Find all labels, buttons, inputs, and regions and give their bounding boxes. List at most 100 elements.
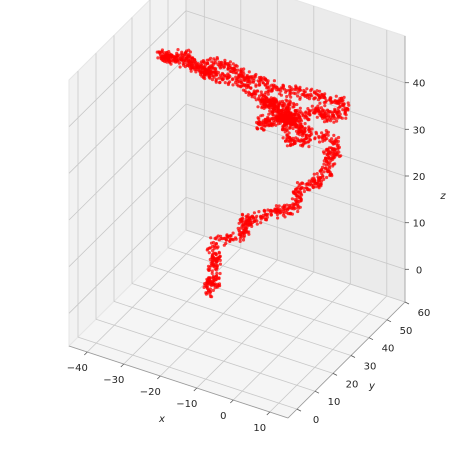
walk-point [263,100,267,104]
walk-point [309,88,313,93]
z-gridline-back [185,196,406,270]
walk-point [249,92,253,96]
walk-point [290,212,294,216]
walk-point [336,139,340,143]
walk-point [322,162,326,166]
walk-point [333,117,337,121]
walk-point [293,109,298,113]
walk-point [238,75,242,79]
walk-point [324,166,328,170]
walk-point [288,212,292,216]
walk-point [298,109,302,113]
walk-point [215,276,219,280]
z-gridline-back [185,10,406,84]
walk-point [202,61,207,65]
walk-point [279,89,283,93]
walk-point [329,110,333,114]
walk-point [221,77,225,81]
walk-point [286,115,290,119]
walk-point [213,263,217,267]
walk-point [285,203,289,207]
walk-point [210,66,214,71]
z-gridline-back [185,150,406,224]
walk-point [297,183,301,188]
walk-point [241,213,245,217]
random-walk-points [155,48,351,299]
walk-point [223,81,227,85]
walk-point [302,186,306,190]
walk-point [280,108,284,112]
gridlines [68,0,406,419]
walk-point [297,190,301,195]
walk-point [161,58,166,63]
walk-point [284,125,289,129]
walk-point [233,80,238,85]
walk-point [188,58,192,62]
x-tick-mark [157,375,161,380]
walk-point [333,147,337,151]
walk-point [317,111,321,116]
walk-point [247,90,251,94]
walk-point [295,181,300,185]
walk-point [180,52,184,56]
walk-point [318,101,322,105]
walk-point [259,121,263,125]
x-tick-label: −30 [103,375,124,386]
walk-point [178,65,182,69]
walk-point [235,64,239,68]
walk-point [342,95,346,99]
walk-point [274,114,278,118]
x-tick-label: 0 [220,411,226,422]
walk-point [199,62,203,66]
walk-point [333,99,337,103]
walk-point [303,126,307,130]
walk-point [196,67,200,72]
x-tick-label: −40 [67,363,88,374]
x-tick-mark [84,351,88,356]
walk-point [216,70,220,75]
walk-point [212,251,216,255]
walk-point [155,50,159,54]
walk-point [247,232,251,236]
y-tick-mark [314,390,320,394]
walk-point [316,182,320,186]
walk-point [264,213,268,217]
walk-point [314,185,318,189]
walk-point [320,131,324,135]
y-gridline-floor [113,301,334,374]
walk-point [268,117,272,121]
z-gridline-left [68,150,187,267]
x-gridline-floor [196,271,315,389]
walk-point [211,261,215,265]
walk-point [336,106,340,110]
walk-point [317,186,321,190]
walk-point [271,116,275,121]
walk-point [309,183,314,187]
walk-point [308,113,312,117]
walk-point [283,102,287,106]
walk-point [323,92,327,96]
x-axis-line [68,345,289,419]
walk-point [259,90,263,94]
y-tick-mark [404,301,410,305]
walk-point [201,76,206,80]
y-tick-mark [368,337,374,341]
walk-point [267,89,271,93]
walk-point [339,99,343,103]
walk-point [315,115,319,119]
walk-point [285,144,289,148]
walk-point [328,98,332,102]
walk-point [322,120,327,124]
walk-point [161,53,165,57]
x-tick-label: −20 [140,387,161,398]
walk-point [257,83,261,87]
y-axis-line [287,301,406,419]
walk-point [238,230,242,234]
walk-point [338,104,342,108]
axes-panes [68,0,406,419]
walk-point [327,157,331,161]
walk-point [249,86,253,90]
walk-point [272,102,276,106]
walk-point [235,71,239,75]
walk-point [273,208,277,212]
